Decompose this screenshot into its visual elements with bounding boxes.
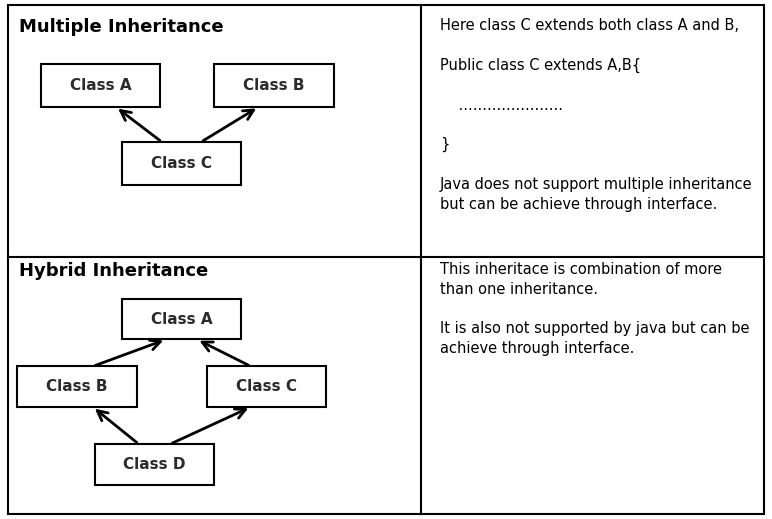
Text: Class A: Class A: [69, 78, 131, 93]
Text: Class B: Class B: [46, 379, 108, 394]
Text: Class C: Class C: [235, 379, 297, 394]
Bar: [95, 444, 215, 485]
Bar: [206, 366, 326, 407]
Text: Here class C extends both class A and B,

Public class C extends A,B{

    .....: Here class C extends both class A and B,…: [440, 18, 753, 212]
Text: Class D: Class D: [124, 457, 185, 472]
Bar: [121, 142, 241, 185]
Text: This inheritace is combination of more
than one inheritance.

It is also not sup: This inheritace is combination of more t…: [440, 262, 750, 357]
Bar: [121, 299, 241, 339]
Bar: [18, 366, 137, 407]
Bar: [41, 64, 161, 107]
Text: Class B: Class B: [243, 78, 305, 93]
Text: Class A: Class A: [151, 312, 212, 326]
Text: Class C: Class C: [151, 156, 212, 171]
Text: Multiple Inheritance: Multiple Inheritance: [19, 18, 224, 36]
Bar: [215, 64, 334, 107]
Text: Hybrid Inheritance: Hybrid Inheritance: [19, 262, 208, 280]
